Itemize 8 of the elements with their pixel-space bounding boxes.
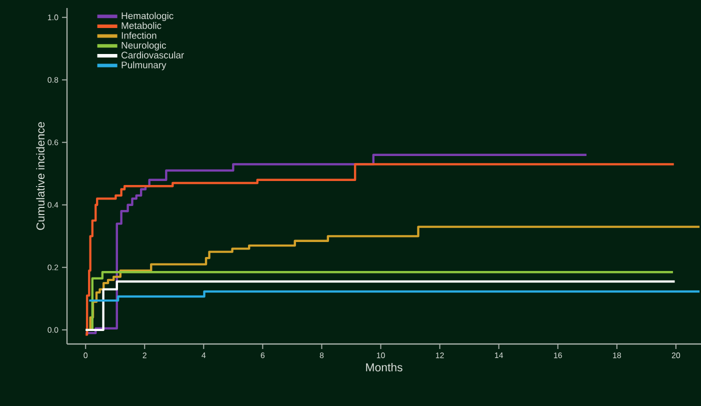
legend-label: Metabolic — [122, 22, 162, 29]
legend-label: Neurologic — [122, 42, 166, 51]
legend-label: Infection — [122, 32, 156, 39]
x-axis-title: Months — [366, 363, 402, 372]
y-axis-title: Cumulative incidence — [36, 122, 45, 230]
legend-label: Hematologic — [122, 12, 174, 22]
legend-label: Cardiovascular — [122, 52, 184, 58]
legend-label: Pulmunary — [122, 61, 166, 70]
